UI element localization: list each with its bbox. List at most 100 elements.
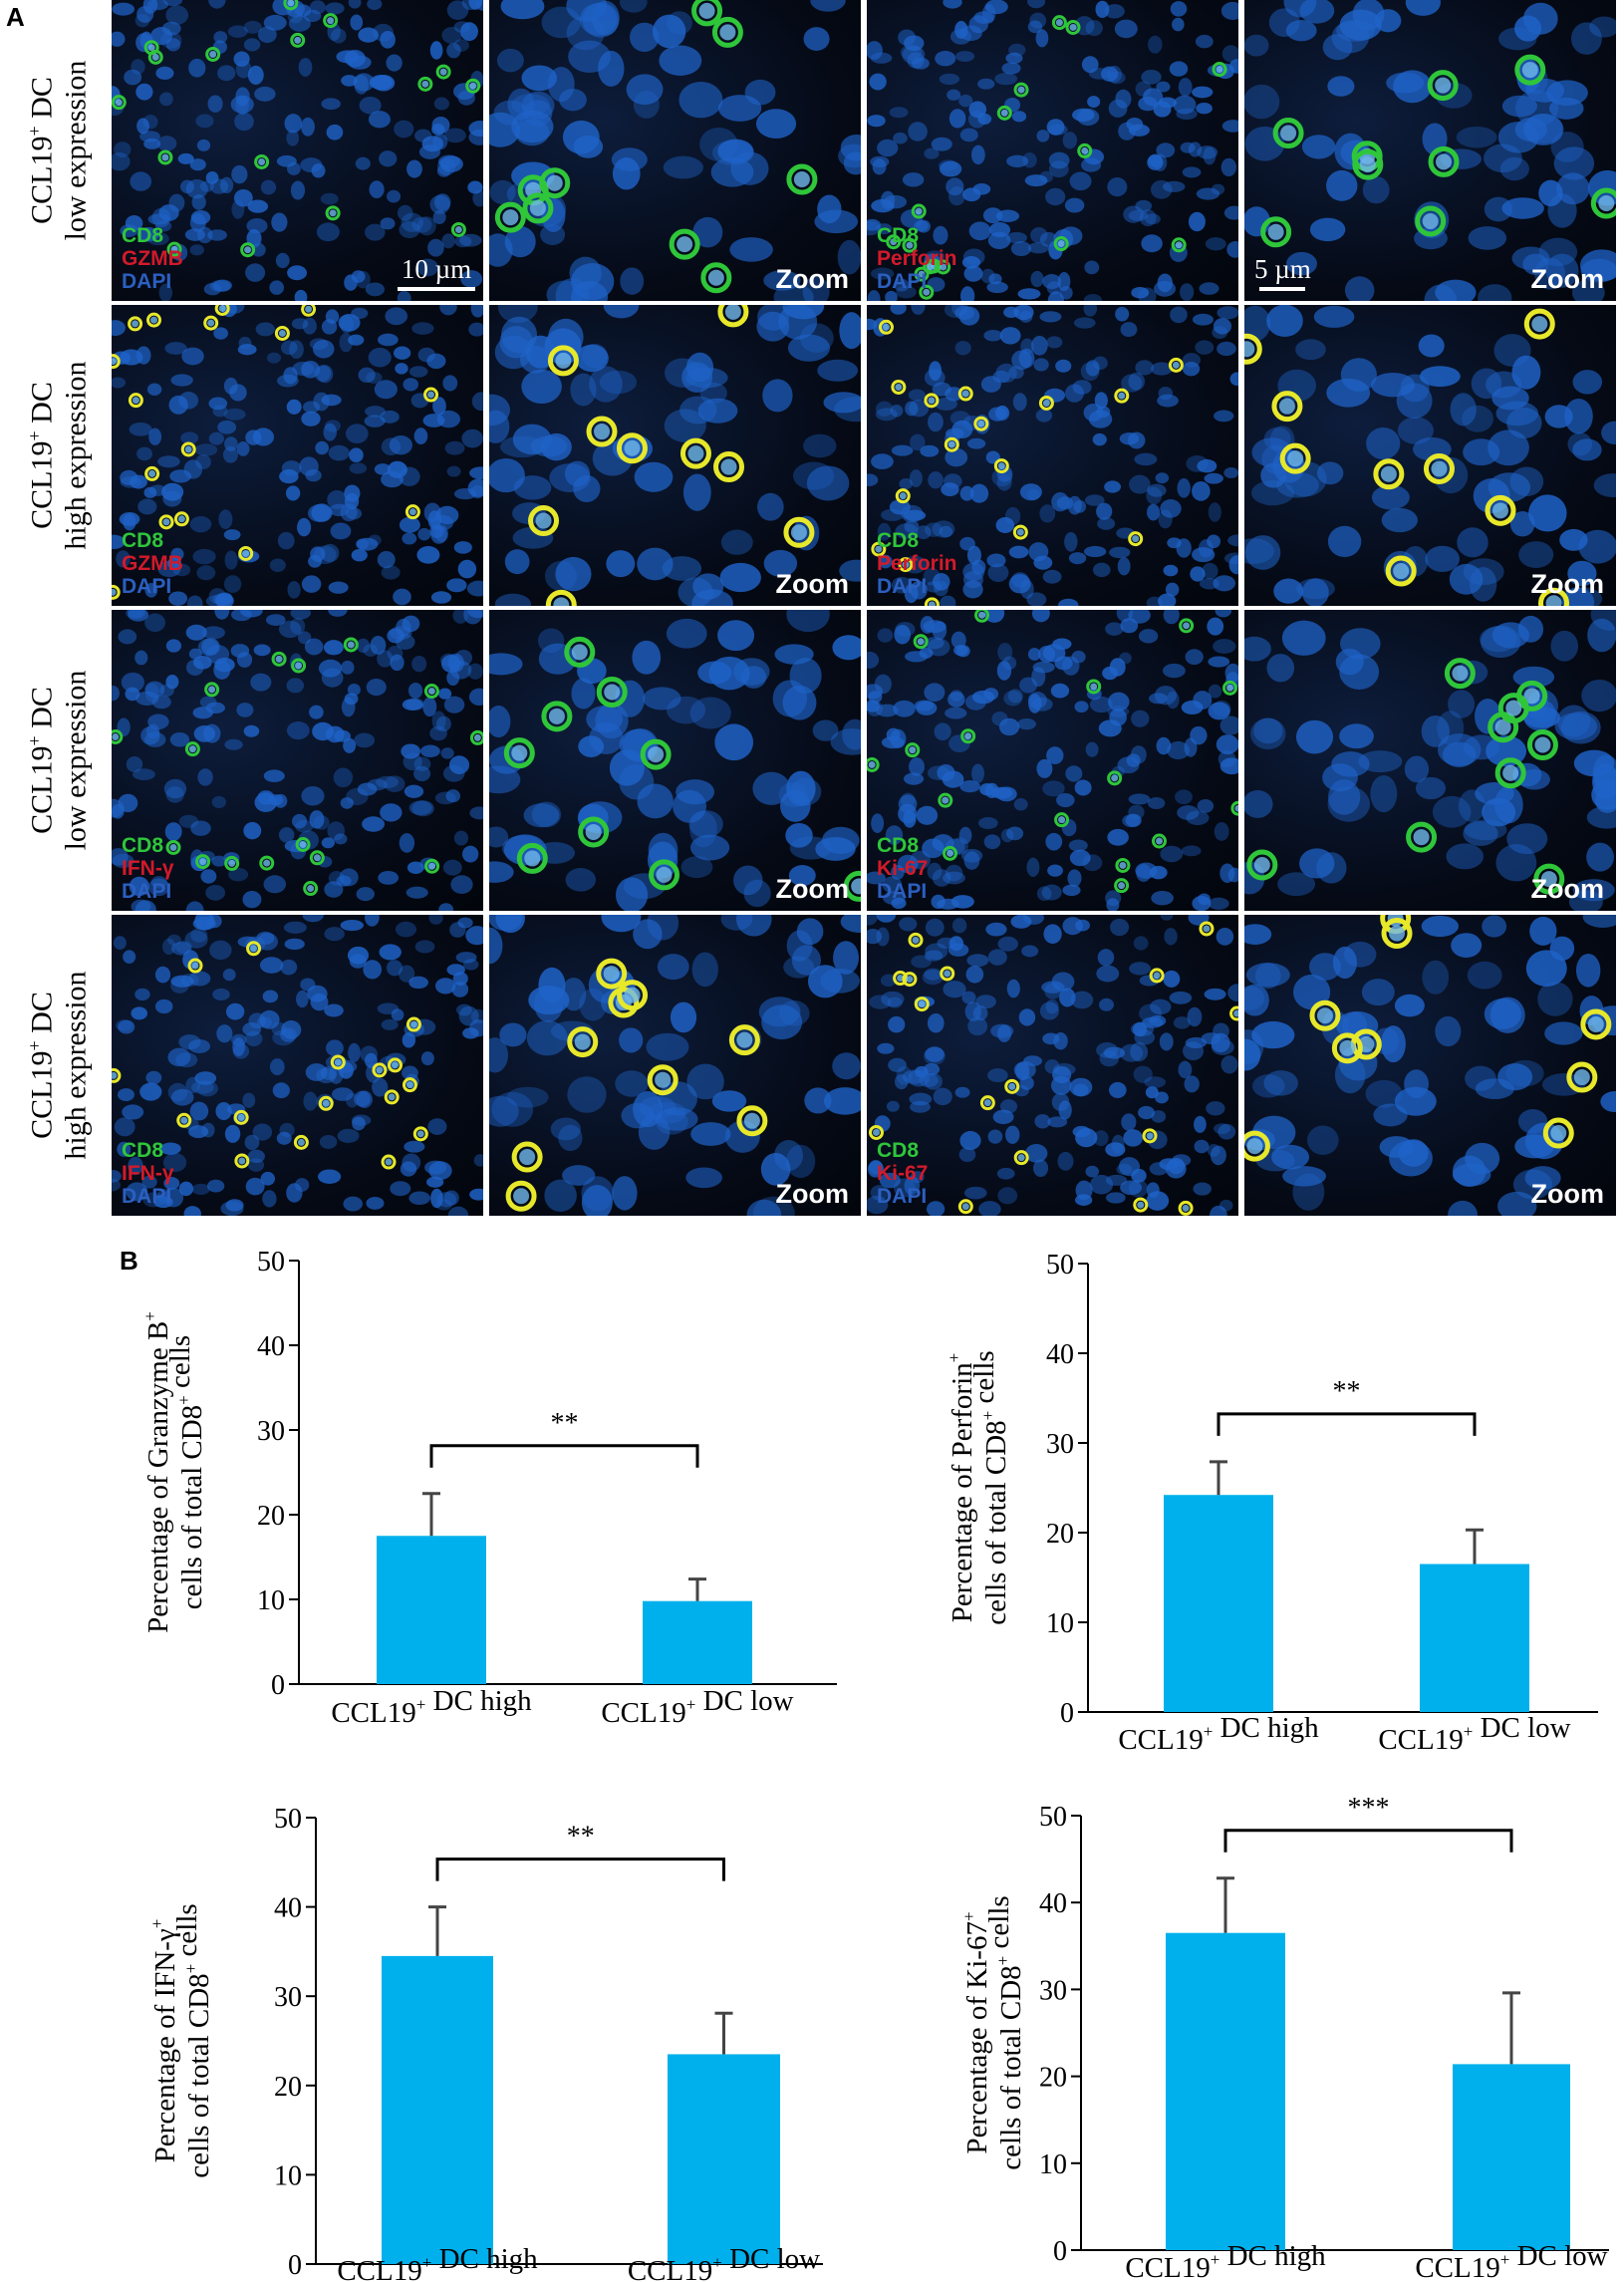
stain-label: CD8 xyxy=(877,1139,920,1162)
nuclei-texture xyxy=(489,0,861,301)
y-tick-label: 20 xyxy=(1046,1519,1074,1550)
bar xyxy=(1166,1932,1285,2250)
stain-label: DAPI xyxy=(877,270,928,293)
stain-legend: CD8 IFN-γ DAPI xyxy=(122,1139,174,1208)
bar xyxy=(1420,1564,1529,1712)
significance-label: ** xyxy=(567,1822,595,1853)
y-tick-label: 10 xyxy=(1046,1608,1074,1639)
scale-bar: 5 µm xyxy=(1254,254,1311,291)
y-tick-label: 40 xyxy=(274,1893,302,1924)
stain-label: Ki-67 xyxy=(877,1162,929,1185)
bar xyxy=(1164,1495,1273,1712)
zoom-label: Zoom xyxy=(1530,1179,1605,1209)
y-axis-label: Percentage of Granzyme B+ xyxy=(140,1311,174,1633)
zoom-micrograph-tile: Zoom xyxy=(1244,305,1616,606)
panel-a-letter: A xyxy=(6,2,25,32)
zoom-label: Zoom xyxy=(1530,569,1605,599)
stain-legend: CD8 Perforin DAPI xyxy=(877,529,957,598)
scale-bar-label: 5 µm xyxy=(1254,254,1311,284)
stain-label: DAPI xyxy=(877,880,928,903)
zoom-micrograph-tile: Zoom xyxy=(489,610,861,911)
y-axis-label: cells of total CD8+ cells xyxy=(171,1903,215,2177)
x-tick-label: CCL19+ DC high xyxy=(331,1685,532,1729)
micrograph-tile: CD8 Perforin DAPI xyxy=(867,0,1238,301)
micrograph-tile: CD8 IFN-γ DAPI xyxy=(112,610,483,911)
nuclei-texture xyxy=(489,305,861,606)
micrograph-tile: CD8 Ki-67 DAPI xyxy=(867,610,1238,911)
y-tick-label: 30 xyxy=(274,1982,302,2013)
stain-legend: CD8 GZMB DAPI xyxy=(122,529,183,598)
zoom-micrograph-tile: Zoom xyxy=(489,305,861,606)
stain-label: DAPI xyxy=(122,575,172,598)
bar xyxy=(382,1955,493,2264)
scale-bar-line xyxy=(398,287,475,291)
nuclei-texture xyxy=(1244,0,1616,301)
panel-b-letter: B xyxy=(120,1246,138,1276)
zoom-label: Zoom xyxy=(1530,264,1605,294)
nuclei-texture xyxy=(867,305,1238,606)
nuclei-texture xyxy=(867,915,1238,1216)
stain-label: Perforin xyxy=(877,552,957,575)
stain-label: CD8 xyxy=(877,529,920,552)
y-tick-label: 20 xyxy=(274,2072,302,2103)
significance-label: ** xyxy=(1333,1376,1361,1407)
significance-bracket xyxy=(1217,1412,1477,1436)
stain-label: IFN-γ xyxy=(122,1162,174,1185)
significance-label: *** xyxy=(1348,1793,1390,1824)
zoom-micrograph-tile: Zoom xyxy=(1244,610,1616,911)
y-axis-label: Percentage of Perforin+ xyxy=(945,1353,978,1622)
significance-bracket xyxy=(435,1857,725,1881)
y-axis-label: cells of total CD8+ cells xyxy=(164,1335,208,1609)
scale-bar: 10 µm xyxy=(398,254,475,291)
micrograph-tile: CD8 GZMB DAPI 10 µm xyxy=(112,0,483,301)
stain-label: CD8 xyxy=(122,1139,164,1162)
scale-bar-line xyxy=(1259,287,1306,291)
y-tick-label: 10 xyxy=(257,1585,285,1616)
y-tick-label: 50 xyxy=(1046,1250,1074,1281)
stain-label: CD8 xyxy=(122,224,164,247)
nuclei-texture xyxy=(489,610,861,911)
bar xyxy=(377,1536,486,1684)
stain-label: Perforin xyxy=(877,247,957,270)
nuclei-texture xyxy=(112,610,483,911)
nuclei-texture xyxy=(112,915,483,1216)
stain-label: CD8 xyxy=(122,834,164,857)
y-axis-label: cells of total CD8+ cells xyxy=(983,1895,1027,2169)
zoom-label: Zoom xyxy=(775,569,850,599)
y-tick-label: 30 xyxy=(1046,1429,1074,1460)
x-tick-label: CCL19+ DC low xyxy=(601,1685,793,1729)
y-tick-label: 40 xyxy=(1046,1339,1074,1370)
y-tick-label: 40 xyxy=(1039,1888,1067,1919)
y-tick-label: 20 xyxy=(1039,2063,1067,2094)
nuclei-texture xyxy=(1244,610,1616,911)
stain-label: DAPI xyxy=(877,1185,928,1208)
stain-label: GZMB xyxy=(122,552,183,575)
stain-label: DAPI xyxy=(122,270,172,293)
y-tick-label: 0 xyxy=(288,2250,302,2281)
nuclei-texture xyxy=(112,305,483,606)
y-tick-label: 10 xyxy=(1039,2149,1067,2180)
stain-legend: CD8 GZMB DAPI xyxy=(122,224,183,293)
zoom-micrograph-tile: Zoom xyxy=(1244,915,1616,1216)
y-tick-label: 50 xyxy=(257,1247,285,1278)
x-tick-label: CCL19+ DC low xyxy=(1415,2240,1607,2282)
nuclei-texture xyxy=(867,610,1238,911)
zoom-label: Zoom xyxy=(775,1179,850,1209)
x-tick-label: CCL19+ DC low xyxy=(628,2243,820,2282)
micrograph-tile: CD8 GZMB DAPI xyxy=(112,305,483,606)
zoom-micrograph-tile: Zoom 5 µm xyxy=(1244,0,1616,301)
stain-label: Ki-67 xyxy=(877,857,929,880)
bar xyxy=(668,2054,780,2264)
zoom-micrograph-tile: Zoom xyxy=(489,0,861,301)
micrograph-tile: CD8 Ki-67 DAPI xyxy=(867,915,1238,1216)
zoom-label: Zoom xyxy=(775,874,850,904)
significance-bracket xyxy=(1223,1829,1513,1853)
scale-bar-label: 10 µm xyxy=(401,254,472,284)
stain-label: CD8 xyxy=(877,224,920,247)
stain-label: CD8 xyxy=(122,529,164,552)
y-tick-label: 0 xyxy=(1053,2236,1067,2267)
nuclei-texture xyxy=(1244,305,1616,606)
x-tick-label: CCL19+ DC high xyxy=(1125,2240,1326,2282)
bar xyxy=(643,1600,752,1684)
x-tick-label: CCL19+ DC high xyxy=(337,2243,538,2282)
